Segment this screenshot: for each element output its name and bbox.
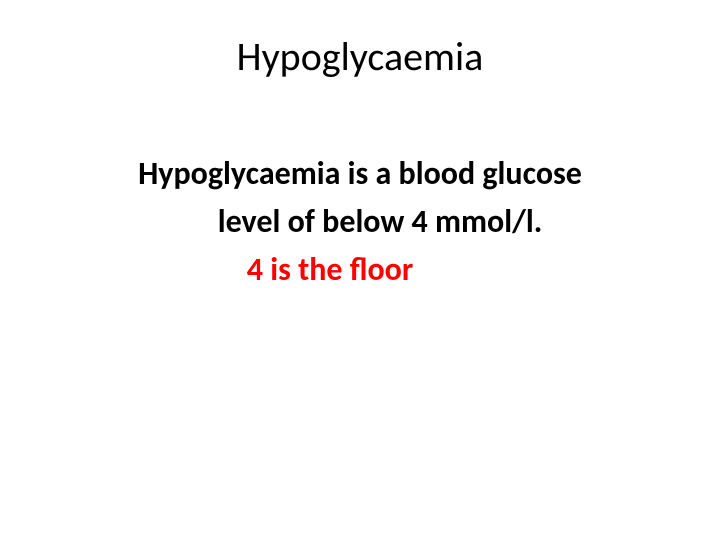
body-line-1: Hypoglycaemia is a blood glucose bbox=[0, 150, 720, 198]
body-emphasis-line: 4 is the floor bbox=[0, 246, 720, 294]
slide-title: Hypoglycaemia bbox=[0, 32, 720, 81]
slide-body: Hypoglycaemia is a blood glucose level o… bbox=[0, 150, 720, 294]
body-line-2: level of below 4 mmol/l. bbox=[0, 198, 720, 246]
